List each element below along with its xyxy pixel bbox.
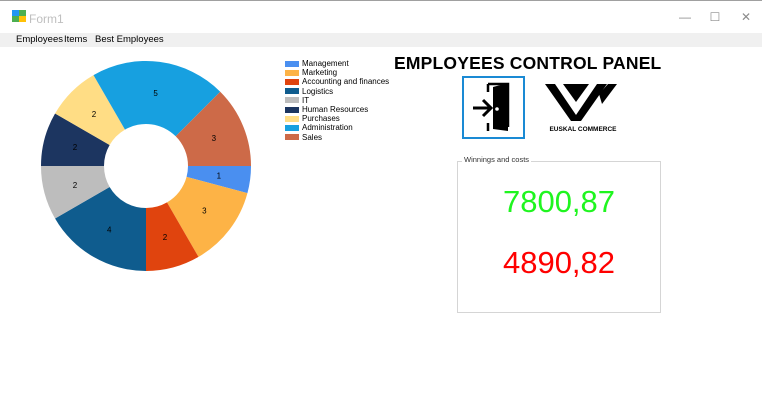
slice-value-label: 2 [73,181,78,190]
donut-slice-logistics [55,187,146,271]
chart-legend: Management Marketing Accounting and financ… [285,59,389,142]
slice-value-label: 4 [107,226,112,235]
minimize-button[interactable]: — [679,10,691,24]
legend-label: Sales [302,132,323,142]
legend-label: Purchases [302,114,340,124]
menu-best-employees[interactable]: Best Employees [95,34,164,45]
legend-label: Logistics [302,86,334,96]
legend-swatch [285,134,299,141]
legend-swatch [285,60,299,67]
legend-item: Human Resources [285,105,389,114]
donut-slice-sales [175,91,251,166]
window-top-border [0,0,762,1]
legend-item: Sales [285,133,389,142]
donut-slice-human-resources [41,113,110,166]
close-button[interactable]: ✕ [740,10,752,24]
menu-items[interactable]: Items [64,34,88,45]
legend-item: Administration [285,123,389,132]
legend-swatch [285,78,299,85]
exit-door-icon [473,82,510,131]
app-icon [12,10,26,22]
legend-label: Human Resources [302,105,369,115]
legend-item: Logistics [285,87,389,96]
legend-swatch [285,97,299,104]
logo-text: EUSKAL COMMERCE [549,126,617,133]
page-title: EMPLOYEES CONTROL PANEL [394,53,662,73]
donut-slice-administration [93,61,221,137]
legend-label: Marketing [302,68,338,78]
legend-label: IT [302,95,310,105]
slice-value-label: 2 [92,110,97,119]
donut-slice-management [186,166,251,194]
euskal-commerce-logo: EUSKAL COMMERCE [545,82,621,134]
winnings-costs-group [457,161,661,313]
legend-label: Accounting and finances [302,77,390,87]
exit-button[interactable] [462,76,525,139]
menu-bar: Employees Items Best Employees [0,33,762,47]
department-donut-chart: 1 3 2 4 2 2 2 5 3 [41,61,251,271]
legend-label: Management [302,59,349,69]
slice-value-label: 5 [153,89,158,98]
title-bar[interactable]: Form1 — ☐ ✕ [0,1,762,31]
donut-slice-purchases [55,75,125,145]
donut-slice-accounting-and-finances [146,202,199,271]
legend-item: Management [285,59,389,68]
legend-item: Accounting and finances [285,77,389,86]
maximize-button[interactable]: ☐ [709,10,721,24]
menu-employees[interactable]: Employees [16,34,63,45]
legend-label: Administration [302,123,353,133]
donut-slice-it [41,166,110,219]
winnings-value: 7800,87 [502,184,616,219]
slice-value-label: 2 [163,233,168,242]
legend-item: IT [285,96,389,105]
legend-swatch [285,88,299,95]
slice-value-label: 2 [73,143,78,152]
legend-swatch [285,106,299,113]
legend-item: Marketing [285,68,389,77]
legend-swatch [285,69,299,76]
legend-swatch [285,124,299,131]
slice-value-label: 3 [202,207,207,216]
legend-item: Purchases [285,114,389,123]
donut-slice-marketing [167,176,248,257]
slice-value-label: 3 [212,134,217,143]
legend-swatch [285,115,299,122]
slice-value-label: 1 [217,172,222,181]
group-caption: Winnings and costs [462,155,532,164]
costs-value: 4890,82 [502,245,616,280]
window-title: Form1 [29,12,64,26]
